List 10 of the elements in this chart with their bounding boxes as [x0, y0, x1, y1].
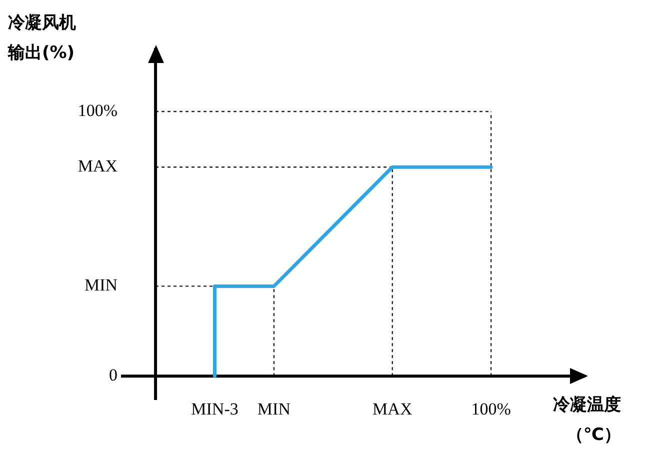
y-tick-label: 100%: [78, 100, 118, 120]
y-tick-label: MAX: [78, 156, 118, 176]
x-tick-label: MIN: [257, 400, 290, 419]
x-tick-label: MAX: [372, 400, 412, 419]
x-tick-label: MIN-3: [191, 400, 238, 419]
x-tick-label: 100%: [471, 400, 511, 419]
y-axis-title: 冷凝风机输出(%): [8, 12, 77, 65]
x-axis-title: 冷凝温度（℃）: [552, 394, 621, 447]
y-tick-label: MIN: [84, 276, 118, 295]
y-tick-label: 0: [109, 366, 118, 385]
